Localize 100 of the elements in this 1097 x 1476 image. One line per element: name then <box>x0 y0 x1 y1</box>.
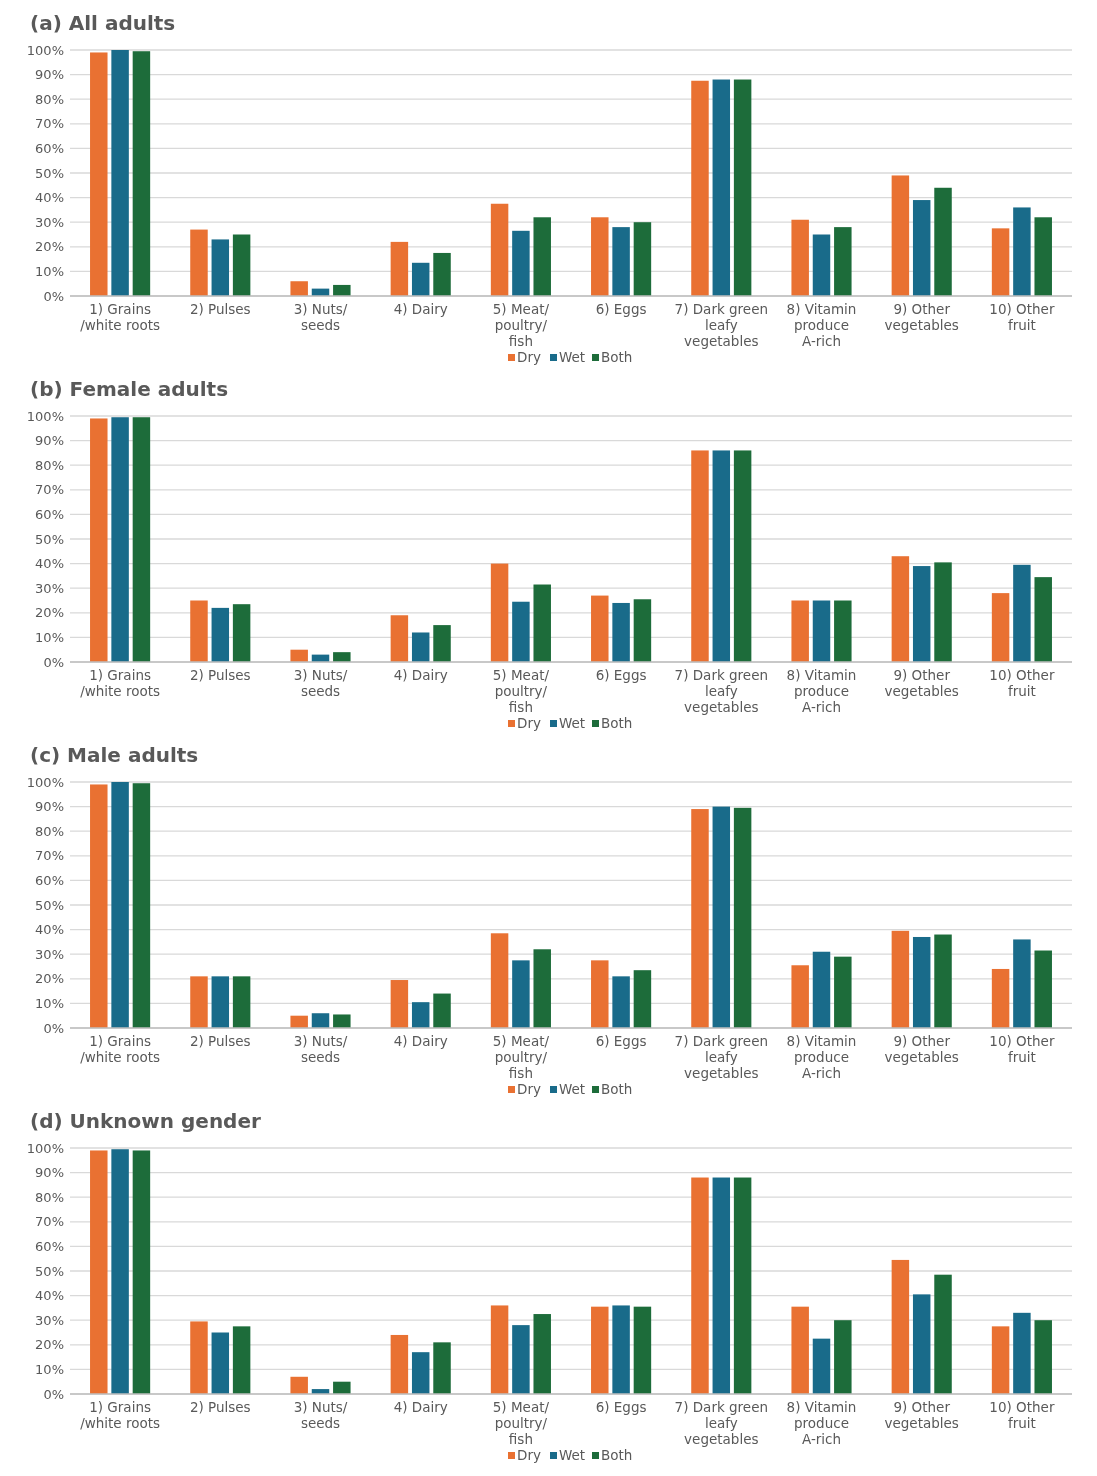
legend-label: Dry <box>517 715 541 731</box>
bar <box>512 960 530 1028</box>
x-tick-label: 7) Dark green leafy vegetables <box>674 1033 769 1081</box>
legend-label: Wet <box>559 1081 586 1097</box>
bar <box>190 229 208 296</box>
chart-title: (c) Male adults <box>30 743 199 767</box>
chart-title: (a) All adults <box>30 11 176 35</box>
bar <box>991 1326 1010 1394</box>
bar <box>934 1274 952 1394</box>
bar <box>190 1321 208 1394</box>
y-tick-label: 90% <box>35 433 64 449</box>
x-tick-label: 1) Grains /white roots <box>80 1033 161 1065</box>
bar <box>912 1294 931 1394</box>
y-tick-label: 30% <box>35 214 64 230</box>
bar <box>290 1376 308 1394</box>
bar <box>232 604 251 662</box>
bar <box>90 1150 108 1394</box>
y-tick-label: 30% <box>35 580 64 596</box>
bar <box>733 1177 752 1394</box>
bar <box>111 417 129 662</box>
y-tick-label: 0% <box>43 654 64 670</box>
bar <box>591 960 609 1028</box>
y-tick-label: 70% <box>35 1214 64 1230</box>
x-tick-label: 7) Dark green leafy vegetables <box>674 301 769 349</box>
chart-title: (d) Unknown gender <box>30 1109 261 1133</box>
bar <box>433 993 451 1028</box>
legend-label: Wet <box>559 349 586 365</box>
bar <box>90 52 108 296</box>
bar <box>533 949 551 1028</box>
bar <box>934 934 952 1028</box>
bar <box>533 217 551 296</box>
x-tick-label: 10) Other fruit <box>989 1399 1055 1431</box>
legend-label: Both <box>601 1081 633 1097</box>
bar <box>490 203 509 296</box>
bar <box>290 281 308 296</box>
bar <box>834 600 852 662</box>
bar <box>190 600 208 662</box>
x-tick-label: 5) Meat/ poultry/ fish <box>492 1399 550 1447</box>
bar <box>991 228 1010 296</box>
y-tick-label: 10% <box>35 995 64 1011</box>
y-tick-label: 30% <box>35 946 64 962</box>
y-tick-label: 60% <box>35 140 64 156</box>
bar <box>132 783 151 1028</box>
bar <box>591 1306 609 1394</box>
bar <box>512 601 530 662</box>
bar <box>691 80 709 296</box>
bar <box>612 227 630 296</box>
y-tick-label: 100% <box>26 774 64 790</box>
x-tick-label: 8) Vitamin produce A-rich <box>786 667 857 715</box>
bar <box>433 252 451 296</box>
x-tick-label: 8) Vitamin produce A-rich <box>786 1399 857 1447</box>
x-tick-label: 3) Nuts/ seeds <box>293 667 348 699</box>
bar <box>333 1014 351 1028</box>
bar <box>991 593 1010 662</box>
bar <box>411 262 430 296</box>
y-tick-label: 60% <box>35 872 64 888</box>
y-tick-label: 100% <box>26 408 64 424</box>
x-tick-label: 2) Pulses <box>189 1033 251 1049</box>
bar <box>232 976 251 1028</box>
y-tick-label: 10% <box>35 1361 64 1377</box>
bar <box>111 50 129 296</box>
bar <box>111 782 129 1028</box>
bar <box>812 951 831 1028</box>
bar <box>190 976 208 1028</box>
y-tick-label: 20% <box>35 239 64 255</box>
bar <box>691 450 709 662</box>
bar <box>691 809 709 1028</box>
bar <box>812 600 831 662</box>
bar <box>791 1306 809 1394</box>
y-tick-label: 80% <box>35 823 64 839</box>
x-tick-label: 7) Dark green leafy vegetables <box>674 1399 769 1447</box>
bar <box>912 936 931 1028</box>
bar <box>333 284 351 296</box>
y-tick-label: 50% <box>35 897 64 913</box>
bar <box>891 1259 910 1394</box>
bar <box>912 566 931 662</box>
bar <box>490 1305 509 1394</box>
bar <box>433 1342 451 1394</box>
bar <box>211 239 230 296</box>
x-tick-label: 10) Other fruit <box>989 301 1055 333</box>
x-tick-label: 4) Dairy <box>393 301 448 317</box>
bar <box>490 933 509 1028</box>
bar <box>411 1352 430 1394</box>
bar <box>433 625 451 662</box>
bar <box>132 417 151 662</box>
bar <box>891 175 910 296</box>
bar <box>791 219 809 296</box>
x-tick-label: 6) Eggs <box>595 1399 647 1415</box>
x-tick-label: 1) Grains /white roots <box>80 1399 161 1431</box>
bar <box>211 607 230 662</box>
bar <box>712 79 731 296</box>
bar <box>290 649 308 662</box>
x-tick-label: 2) Pulses <box>189 301 251 317</box>
x-tick-label: 9) Other vegetables <box>884 1399 959 1431</box>
bar <box>791 965 809 1028</box>
y-tick-label: 80% <box>35 91 64 107</box>
bar <box>333 652 351 662</box>
bar <box>512 1325 530 1394</box>
y-tick-label: 50% <box>35 1263 64 1279</box>
x-tick-label: 6) Eggs <box>595 667 647 683</box>
